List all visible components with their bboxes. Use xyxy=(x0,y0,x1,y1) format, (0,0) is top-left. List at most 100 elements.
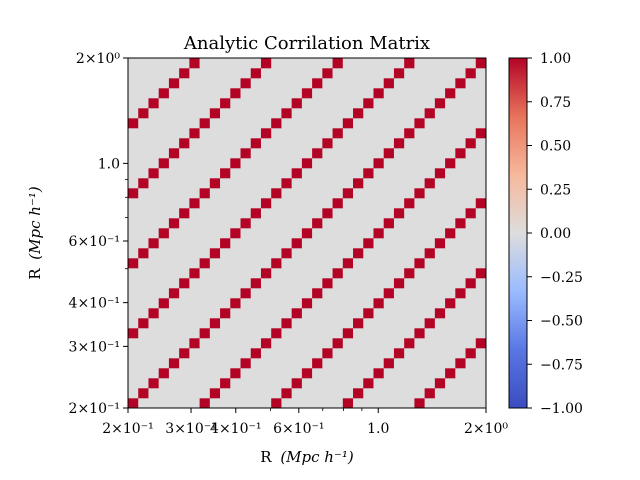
heatmap-cell-high xyxy=(189,198,200,209)
heatmap-cell xyxy=(424,228,436,239)
heatmap-cell xyxy=(291,398,303,409)
heatmap-cell-high xyxy=(148,238,159,249)
heatmap-cell xyxy=(301,58,313,69)
heatmap-cell xyxy=(475,158,487,169)
heatmap-cell xyxy=(353,258,364,269)
heatmap-cell xyxy=(455,348,466,359)
heatmap-cell xyxy=(138,78,149,89)
heatmap-cell xyxy=(128,198,139,209)
heatmap-cell xyxy=(383,158,395,169)
heatmap-cell xyxy=(240,298,252,309)
heatmap-cell-high xyxy=(393,348,405,359)
heatmap-cell xyxy=(301,198,313,209)
heatmap-cell xyxy=(455,98,466,109)
heatmap-cell xyxy=(322,148,333,159)
heatmap-cell xyxy=(220,148,231,159)
heatmap-cell xyxy=(271,348,282,359)
heatmap-cell xyxy=(363,188,374,199)
colorbar-tick-label: 0.50 xyxy=(540,139,571,155)
heatmap-cell xyxy=(363,398,374,409)
heatmap-cell xyxy=(322,368,333,379)
heatmap-cell xyxy=(434,118,446,129)
heatmap-cell xyxy=(404,228,415,239)
heatmap-cell-high xyxy=(179,138,190,149)
heatmap-cell xyxy=(383,188,395,199)
heatmap-cell xyxy=(250,118,262,129)
heatmap-cell-high xyxy=(445,88,456,99)
heatmap-cell xyxy=(189,168,200,179)
heatmap-cell-high xyxy=(220,168,231,179)
heatmap-cell xyxy=(209,378,221,389)
heatmap-cell xyxy=(179,378,190,389)
heatmap-cell-high xyxy=(434,238,446,249)
heatmap-cell xyxy=(312,348,323,359)
heatmap-cell xyxy=(189,78,200,89)
heatmap-cell-high xyxy=(383,358,395,369)
heatmap-cell xyxy=(414,348,425,359)
heatmap-cell xyxy=(199,298,211,309)
heatmap-cell xyxy=(271,168,282,179)
heatmap-cell xyxy=(301,288,313,299)
heatmap-cell xyxy=(322,258,333,269)
heatmap-cell xyxy=(363,278,374,289)
heatmap-cell xyxy=(475,248,487,259)
heatmap-cell xyxy=(189,208,200,219)
heatmap-cell xyxy=(353,328,364,339)
heatmap-cell xyxy=(271,128,282,139)
heatmap-cell xyxy=(301,98,313,109)
heatmap-cell xyxy=(158,98,170,109)
heatmap-cell xyxy=(148,138,159,149)
colorbar-tick-label: 0.75 xyxy=(540,95,571,111)
heatmap-cell xyxy=(230,78,241,89)
heatmap-cell xyxy=(128,148,139,159)
heatmap-cell xyxy=(148,268,159,279)
heatmap-cell xyxy=(445,278,456,289)
heatmap-cell xyxy=(199,68,211,79)
heatmap-cell-high xyxy=(260,338,272,349)
heatmap-cell xyxy=(465,228,477,239)
heatmap-cell xyxy=(312,108,323,119)
heatmap-cell xyxy=(332,248,344,259)
heatmap-cell xyxy=(414,68,425,79)
heatmap-cell xyxy=(404,258,415,269)
heatmap-cell xyxy=(209,258,221,269)
heatmap-cell xyxy=(128,158,139,169)
heatmap-cell xyxy=(465,118,477,129)
heatmap-cell xyxy=(240,328,252,339)
heatmap-cell xyxy=(281,118,292,129)
heatmap-cell xyxy=(148,158,159,169)
heatmap-cell-high xyxy=(424,248,436,259)
heatmap-cell xyxy=(230,388,241,399)
heatmap-cell xyxy=(455,398,466,409)
heatmap-cell xyxy=(220,198,231,209)
heatmap-cell xyxy=(312,368,323,379)
heatmap-cell xyxy=(353,128,364,139)
heatmap-cell xyxy=(322,338,333,349)
heatmap-cell xyxy=(465,98,477,109)
heatmap-cell-high xyxy=(271,398,282,409)
heatmap-cell xyxy=(312,268,323,279)
heatmap-cell xyxy=(189,148,200,159)
heatmap-cell xyxy=(414,138,425,149)
heatmap-cell xyxy=(199,238,211,249)
heatmap-cell-high xyxy=(230,298,241,309)
heatmap-cell xyxy=(189,228,200,239)
heatmap-cell-high xyxy=(291,378,303,389)
heatmap-cell xyxy=(353,58,364,69)
heatmap-cell xyxy=(189,278,200,289)
heatmap-cell xyxy=(158,138,170,149)
heatmap-cell xyxy=(260,118,272,129)
heatmap-cell xyxy=(158,188,170,199)
heatmap-cell xyxy=(209,228,221,239)
heatmap-cell xyxy=(322,308,333,319)
heatmap-cell xyxy=(455,308,466,319)
heatmap-cell xyxy=(148,388,159,399)
heatmap-cell xyxy=(281,348,292,359)
heatmap-cell xyxy=(260,328,272,339)
heatmap-cell xyxy=(220,328,231,339)
heatmap-cell xyxy=(393,368,405,379)
heatmap-cell xyxy=(158,58,170,69)
heatmap-cell xyxy=(455,328,466,339)
heatmap-cell xyxy=(373,328,385,339)
heatmap-cell xyxy=(404,108,415,119)
